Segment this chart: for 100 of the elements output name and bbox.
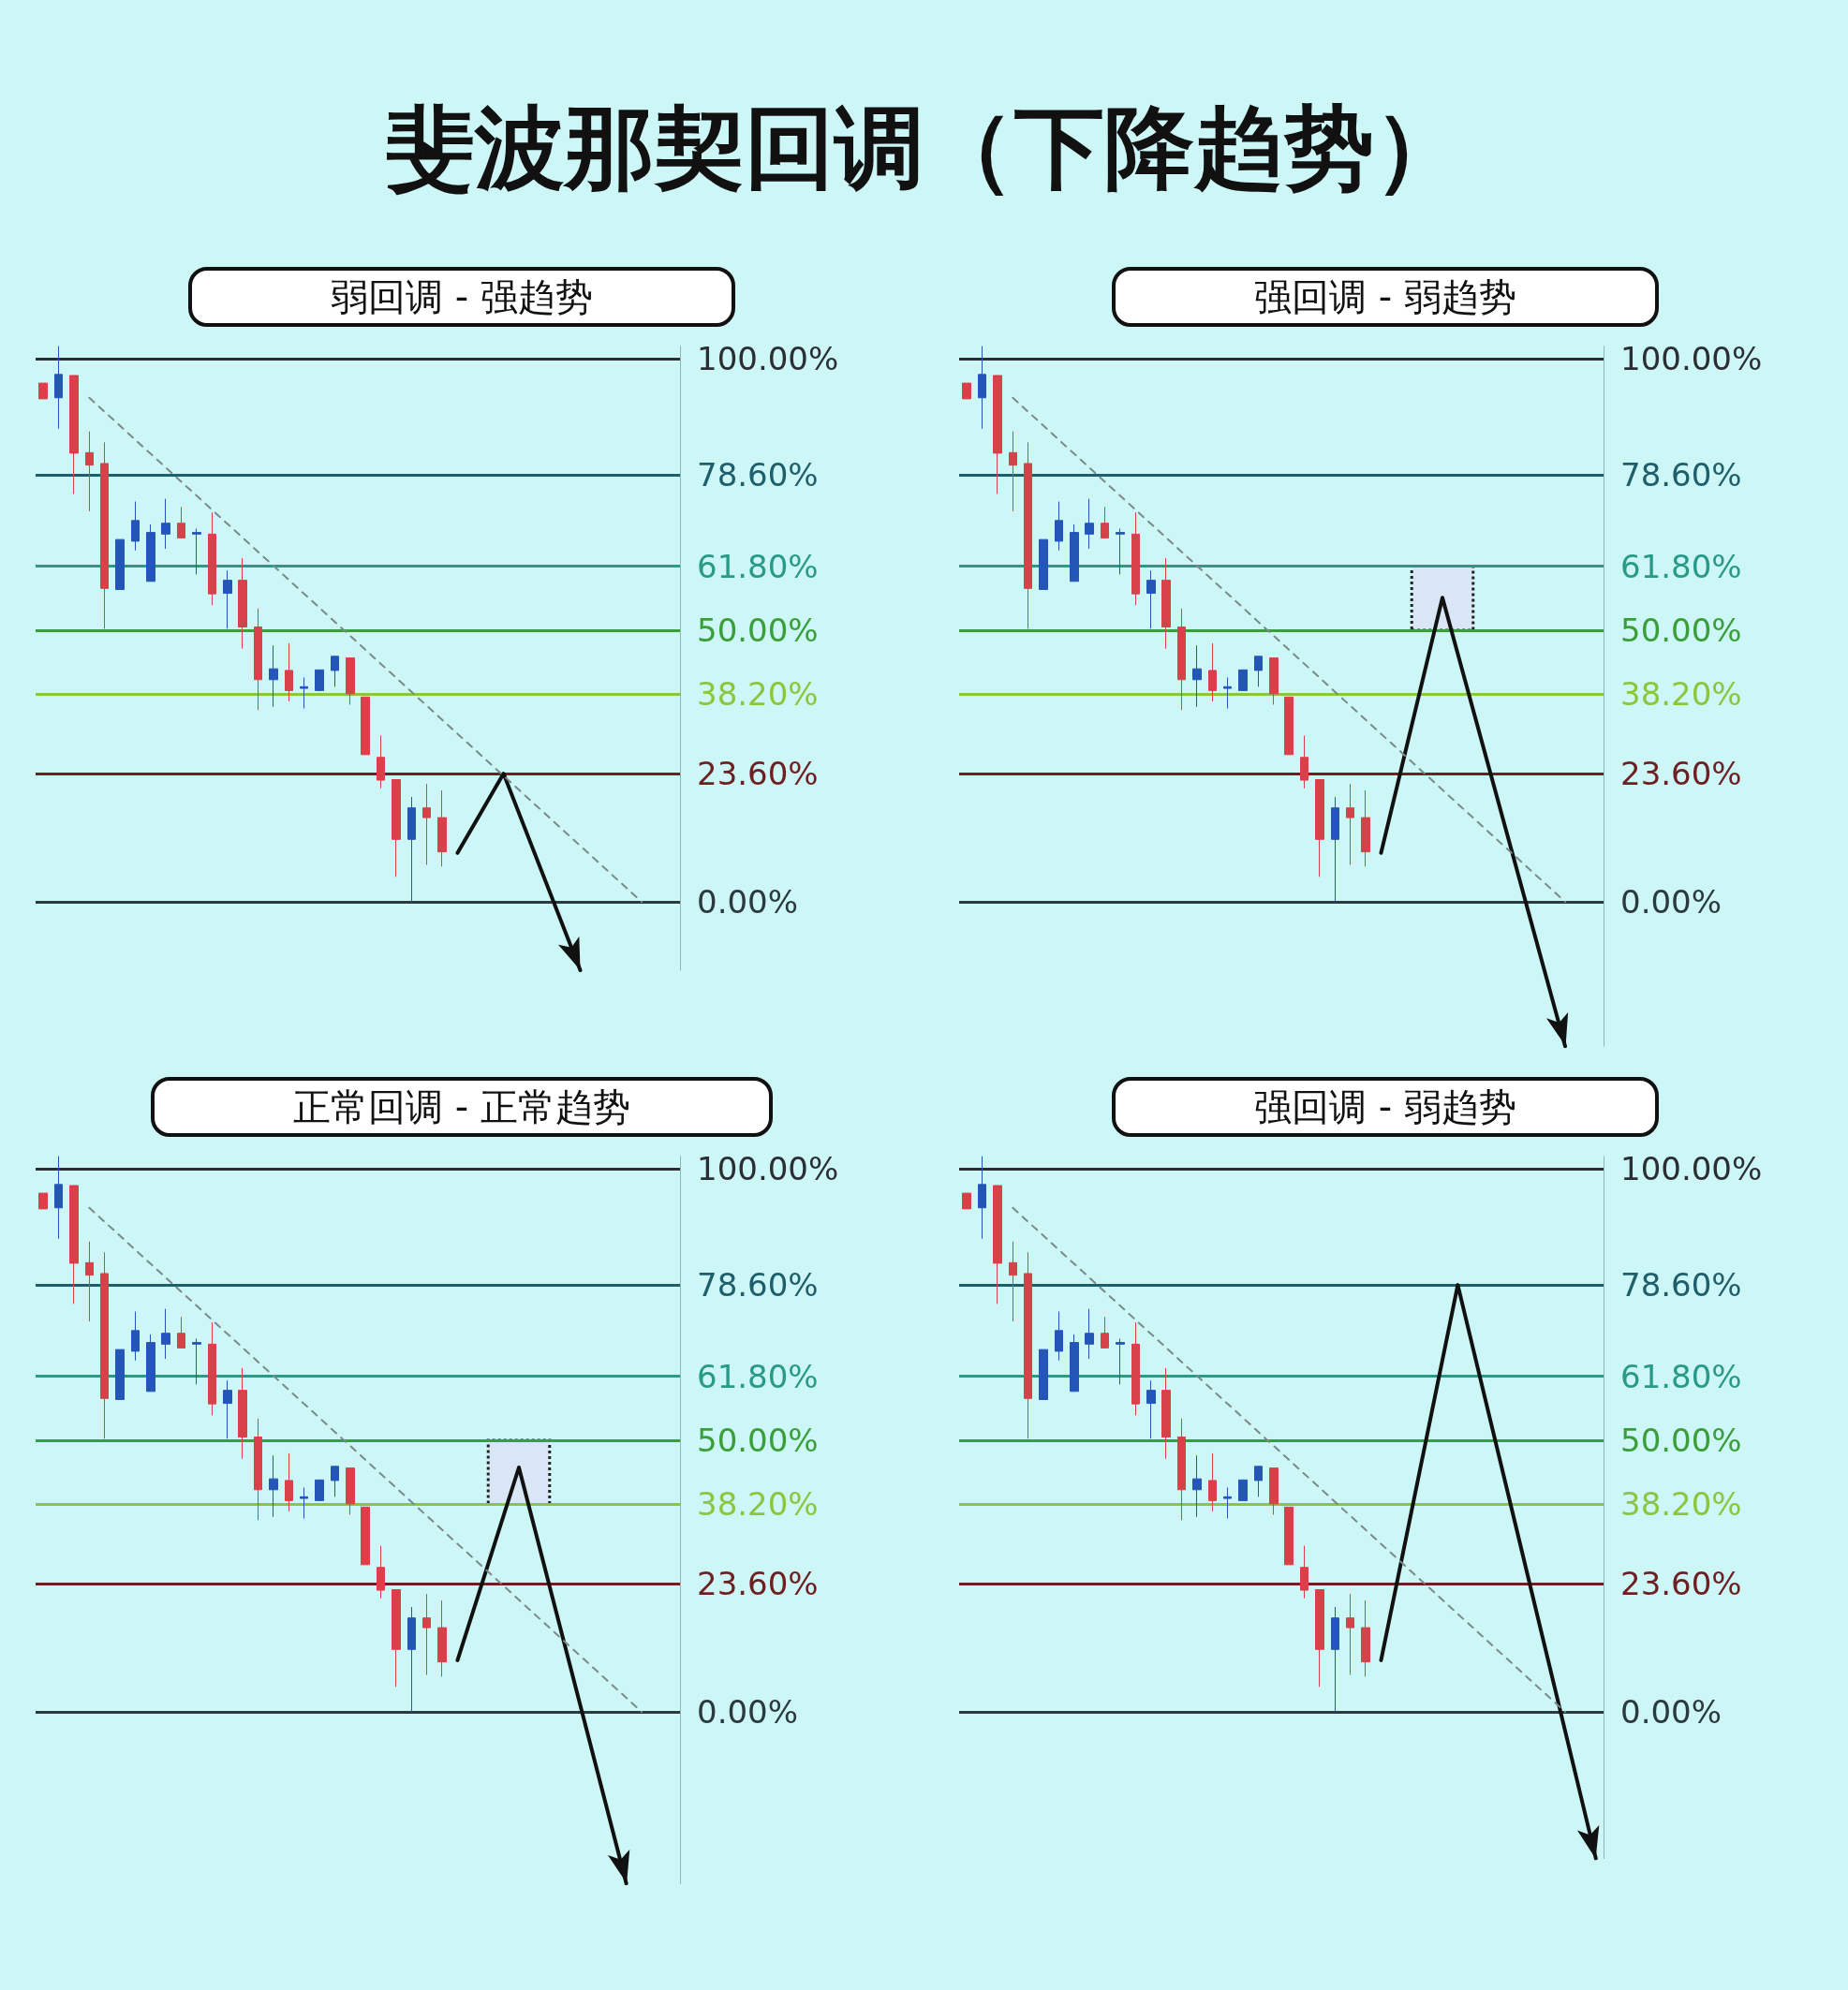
y-tick-label: 50.00% xyxy=(697,1422,819,1459)
candlestick xyxy=(285,642,293,702)
candlestick xyxy=(38,382,48,400)
candlestick xyxy=(1039,1349,1048,1400)
y-tick-label: 78.60% xyxy=(1620,1266,1742,1305)
candlestick xyxy=(422,783,431,866)
candlestick xyxy=(1024,441,1032,629)
candlestick xyxy=(238,557,247,650)
candlestick xyxy=(1024,1251,1032,1439)
candlestick xyxy=(69,1185,79,1305)
y-tick-label: 50.00% xyxy=(1620,1422,1742,1459)
candlestick xyxy=(269,1454,278,1518)
y-tick-label: 0.00% xyxy=(1620,883,1722,921)
candlestick xyxy=(1223,1486,1232,1520)
candlestick xyxy=(346,1467,355,1515)
candlestick xyxy=(346,657,355,705)
candlestick xyxy=(962,1192,971,1210)
candlestick xyxy=(361,1506,370,1566)
candlestick xyxy=(100,1251,109,1439)
y-tick-label: 78.60% xyxy=(697,456,819,494)
candlestick xyxy=(69,375,79,494)
y-tick-label: 78.60% xyxy=(1620,456,1742,494)
candlestick xyxy=(115,1349,125,1400)
candlestick xyxy=(1346,783,1354,866)
candlestick xyxy=(177,506,185,538)
y-tick-label: 0.00% xyxy=(697,1693,799,1731)
candlestick xyxy=(1085,498,1094,550)
y-tick-label: 61.80% xyxy=(1620,1357,1742,1395)
candlestick xyxy=(1315,1589,1324,1688)
candlestick xyxy=(1223,676,1232,710)
candlestick xyxy=(146,523,155,582)
candlestick xyxy=(1300,1545,1308,1599)
y-tick-label: 23.60% xyxy=(1620,1565,1742,1603)
candlestick xyxy=(437,1599,447,1677)
candlestick xyxy=(54,346,63,430)
candlestick xyxy=(1361,789,1370,867)
chart-subtitle: 弱回调 - 强趋势 xyxy=(331,275,593,318)
candlestick xyxy=(978,1156,986,1240)
candlestick xyxy=(1177,608,1186,711)
y-tick-label: 23.60% xyxy=(697,755,819,793)
candlestick xyxy=(1284,1506,1294,1566)
candlestick xyxy=(131,1311,140,1362)
candlestick xyxy=(1269,657,1279,705)
candlestick xyxy=(54,1156,63,1240)
candlestick xyxy=(1146,569,1156,629)
y-tick-label: 100.00% xyxy=(1620,1150,1763,1187)
candlestick xyxy=(1116,528,1125,575)
candlestick xyxy=(85,1241,94,1322)
candlestick xyxy=(331,1466,339,1497)
candlestick xyxy=(1039,538,1048,590)
candlestick xyxy=(1177,1418,1186,1521)
candlestick xyxy=(192,528,201,575)
y-tick-label: 38.20% xyxy=(1620,1485,1742,1524)
candlestick xyxy=(1361,1599,1370,1677)
candlestick xyxy=(192,1338,201,1385)
candlestick xyxy=(115,538,125,590)
candlestick xyxy=(1131,511,1140,606)
candlestick xyxy=(993,1185,1002,1305)
candlestick xyxy=(1284,696,1294,756)
candlestick xyxy=(1208,642,1217,702)
y-tick-label: 61.80% xyxy=(697,547,819,585)
chart-subtitle: 正常回调 - 正常趋势 xyxy=(293,1085,630,1128)
y-tick-label: 38.20% xyxy=(1620,675,1742,714)
candlestick xyxy=(1300,735,1308,789)
y-tick-label: 61.80% xyxy=(697,1357,819,1395)
candlestick xyxy=(131,501,140,552)
candlestick xyxy=(1146,1379,1156,1439)
candlestick xyxy=(392,1589,401,1688)
candlestick xyxy=(993,375,1002,494)
candlestick xyxy=(315,669,324,691)
candlestick xyxy=(300,1486,308,1520)
candlestick xyxy=(1269,1467,1279,1515)
candlestick xyxy=(1192,1454,1202,1518)
candlestick xyxy=(208,1321,216,1416)
y-tick-label: 61.80% xyxy=(1620,547,1742,585)
candlestick xyxy=(437,789,447,867)
y-tick-label: 23.60% xyxy=(697,1565,819,1603)
candlestick xyxy=(1055,1311,1063,1362)
candlestick xyxy=(1331,796,1339,903)
y-tick-label: 78.60% xyxy=(697,1266,819,1305)
candlestick xyxy=(377,735,385,789)
candlestick xyxy=(422,1593,431,1676)
candlestick xyxy=(161,498,170,550)
candlestick xyxy=(1161,1367,1171,1460)
candlestick xyxy=(1254,656,1263,687)
candlestick xyxy=(392,779,401,877)
candlestick xyxy=(38,1192,48,1210)
candlestick xyxy=(1131,1321,1140,1416)
text: 斐波那契回调（下降趋势） xyxy=(384,96,1464,200)
candlestick xyxy=(1055,501,1063,552)
candlestick xyxy=(1331,1606,1339,1713)
candlestick xyxy=(1208,1452,1217,1512)
candlestick xyxy=(1315,779,1324,877)
y-tick-label: 38.20% xyxy=(697,1485,819,1524)
candlestick xyxy=(1101,506,1109,538)
chart-subtitle: 强回调 - 弱趋势 xyxy=(1254,1085,1516,1128)
candlestick xyxy=(361,696,370,756)
candlestick xyxy=(331,656,339,687)
y-tick-label: 50.00% xyxy=(697,612,819,649)
candlestick xyxy=(1116,1338,1125,1385)
